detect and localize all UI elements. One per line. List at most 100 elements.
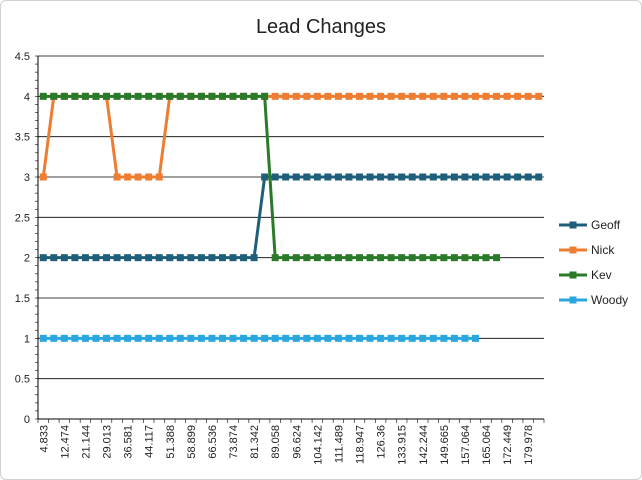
data-point-geoff	[398, 173, 406, 181]
data-point-woody	[134, 334, 142, 342]
x-tick-label: 12.474	[59, 425, 71, 459]
data-point-geoff	[450, 173, 458, 181]
x-tick-label: 36.581	[123, 425, 135, 459]
data-point-nick	[419, 92, 427, 100]
data-point-geoff	[229, 254, 237, 262]
data-point-geoff	[366, 173, 374, 181]
data-point-nick	[503, 92, 511, 100]
data-point-kev	[39, 92, 47, 100]
data-point-woody	[50, 334, 58, 342]
data-point-woody	[313, 334, 321, 342]
data-point-geoff	[514, 173, 522, 181]
data-point-kev	[103, 92, 111, 100]
data-point-woody	[408, 334, 416, 342]
legend-swatch-marker-kev	[569, 271, 577, 279]
series-woody	[39, 334, 479, 342]
data-point-geoff	[334, 173, 342, 181]
data-point-geoff	[261, 173, 269, 181]
data-point-woody	[240, 334, 248, 342]
data-point-woody	[282, 334, 290, 342]
data-point-kev	[240, 92, 248, 100]
data-point-kev	[356, 254, 364, 262]
x-tick-label: 51.388	[165, 425, 177, 459]
data-point-kev	[324, 254, 332, 262]
data-point-kev	[261, 92, 269, 100]
data-point-woody	[324, 334, 332, 342]
x-tick-label: 126.36	[376, 425, 388, 459]
data-point-kev	[313, 254, 321, 262]
legend-swatch-marker-nick	[569, 246, 577, 254]
data-point-woody	[218, 334, 226, 342]
data-point-kev	[71, 92, 79, 100]
data-point-woody	[155, 334, 163, 342]
data-point-kev	[197, 92, 205, 100]
legend-swatch-marker-geoff	[569, 221, 577, 229]
data-point-kev	[208, 92, 216, 100]
data-point-nick	[535, 92, 543, 100]
x-tick-label: 81.342	[249, 425, 261, 459]
data-point-woody	[250, 334, 258, 342]
data-point-geoff	[377, 173, 385, 181]
data-point-geoff	[471, 173, 479, 181]
data-point-woody	[187, 334, 195, 342]
data-point-kev	[155, 92, 163, 100]
x-tick-label: 149.665	[439, 425, 451, 465]
y-tick-label: 2	[24, 253, 30, 265]
data-point-nick	[493, 92, 501, 100]
data-point-nick	[282, 92, 290, 100]
data-point-geoff	[440, 173, 448, 181]
y-tick-label: 3	[24, 172, 30, 184]
data-point-kev	[166, 92, 174, 100]
data-point-woody	[356, 334, 364, 342]
y-tick-label: 0.5	[15, 374, 30, 386]
data-point-woody	[261, 334, 269, 342]
data-point-geoff	[408, 173, 416, 181]
data-point-kev	[408, 254, 416, 262]
data-point-kev	[366, 254, 374, 262]
data-point-geoff	[535, 173, 543, 181]
data-point-kev	[345, 254, 353, 262]
data-point-woody	[60, 334, 68, 342]
data-point-geoff	[503, 173, 511, 181]
data-point-geoff	[124, 254, 132, 262]
data-point-kev	[493, 254, 501, 262]
data-point-nick	[155, 173, 163, 181]
data-point-woody	[81, 334, 89, 342]
data-point-woody	[145, 334, 153, 342]
data-point-nick	[408, 92, 416, 100]
data-point-nick	[145, 173, 153, 181]
series-geoff	[39, 173, 543, 262]
x-tick-label: 44.117	[144, 425, 156, 458]
data-point-geoff	[493, 173, 501, 181]
data-point-kev	[250, 92, 258, 100]
data-point-kev	[387, 254, 395, 262]
data-point-woody	[461, 334, 469, 342]
data-point-nick	[440, 92, 448, 100]
data-point-woody	[71, 334, 79, 342]
data-point-kev	[429, 254, 437, 262]
x-tick-label: 73.874	[228, 425, 240, 459]
data-point-kev	[292, 254, 300, 262]
data-point-geoff	[524, 173, 532, 181]
x-tick-label: 165.064	[481, 425, 493, 465]
data-point-geoff	[166, 254, 174, 262]
y-tick-label: 4	[24, 91, 30, 103]
data-point-woody	[229, 334, 237, 342]
x-tick-label: 172.449	[502, 425, 514, 465]
data-point-geoff	[50, 254, 58, 262]
x-tick-label: 4.833	[38, 425, 50, 453]
x-tick-label: 104.142	[312, 425, 324, 465]
data-point-woody	[334, 334, 342, 342]
data-point-geoff	[461, 173, 469, 181]
data-point-geoff	[292, 173, 300, 181]
x-tick-label: 89.058	[270, 425, 282, 459]
y-axis-ticks: 0 0.5 1 1.5 2 2.5 3 3.5 4 4.5	[15, 51, 30, 426]
data-point-woody	[176, 334, 184, 342]
y-tick-label: 0	[24, 414, 30, 426]
y-tick-label: 1	[24, 333, 30, 345]
data-point-geoff	[482, 173, 490, 181]
x-tick-label: 142.244	[418, 425, 430, 465]
data-point-kev	[134, 92, 142, 100]
data-point-geoff	[92, 254, 100, 262]
data-point-geoff	[429, 173, 437, 181]
